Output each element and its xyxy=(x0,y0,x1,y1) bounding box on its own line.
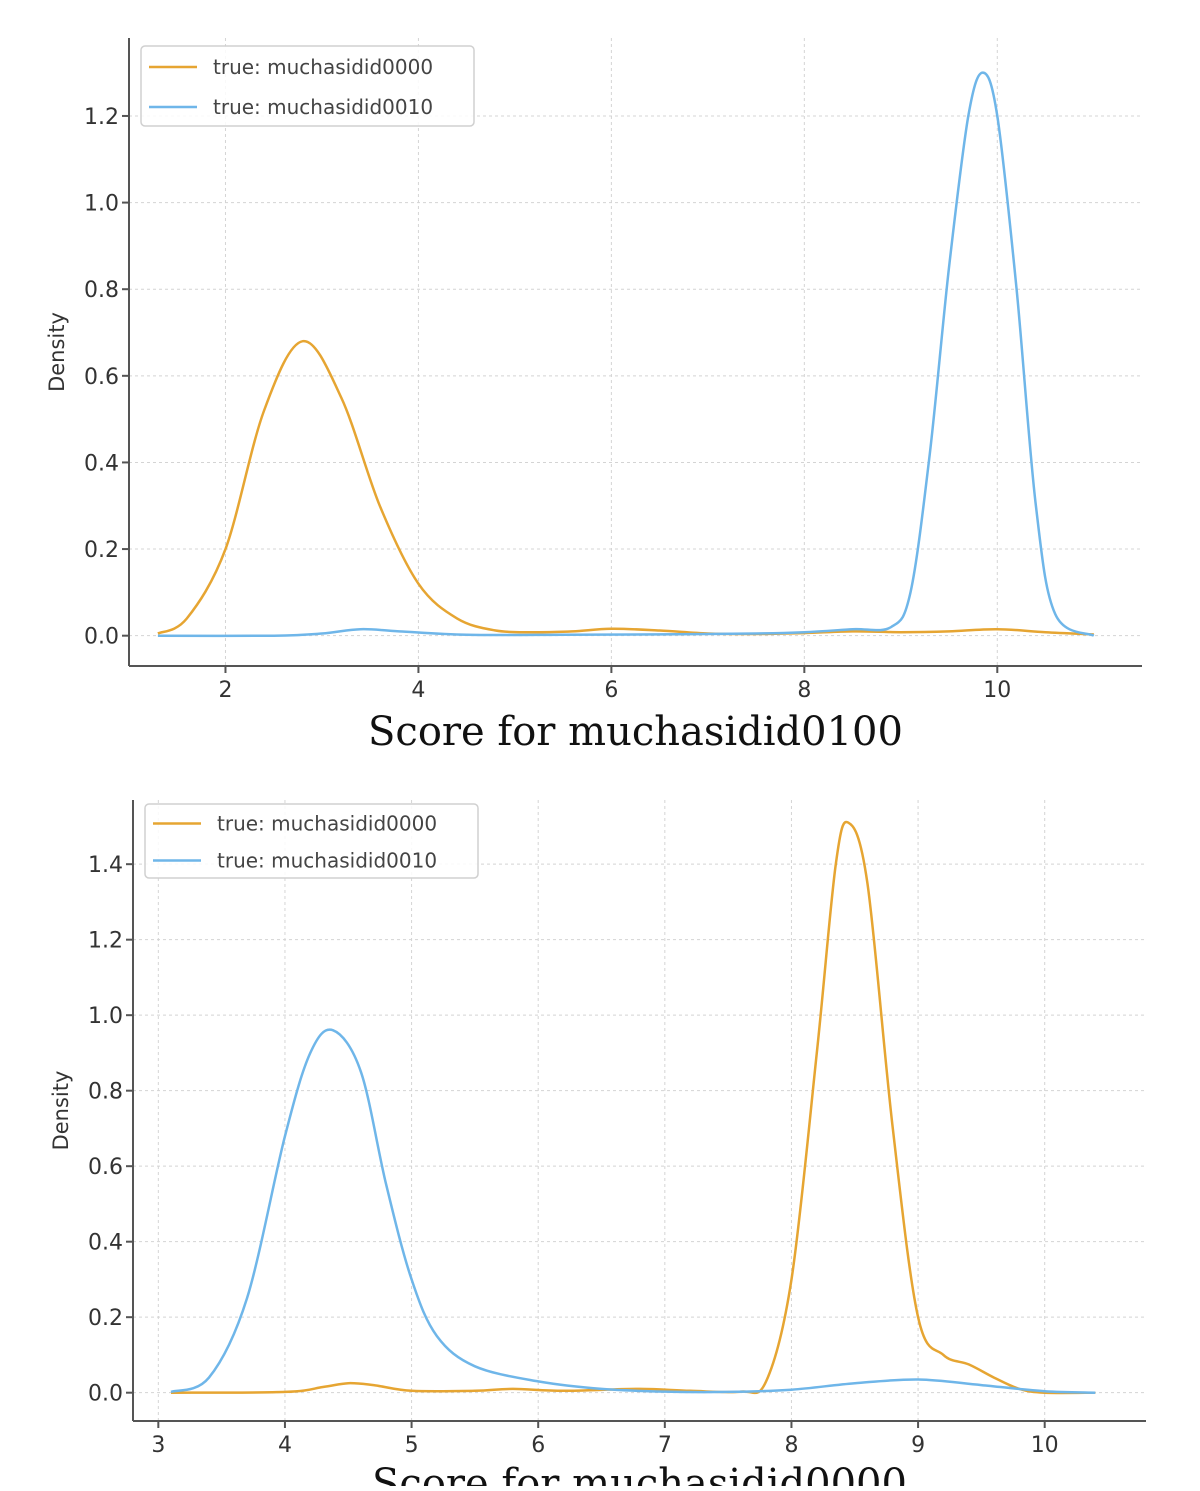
series-line-1 xyxy=(157,339,1094,636)
x-tick-label: 2 xyxy=(218,678,232,703)
y-axis-label: Density xyxy=(49,1071,73,1151)
x-tick-label: 3 xyxy=(151,1433,165,1458)
x-tick-label: 10 xyxy=(1031,1433,1059,1458)
x-axis-title: Score for muchasidid0000 xyxy=(372,1461,907,1486)
x-tick-label: 5 xyxy=(405,1433,419,1458)
y-tick-label: 0.6 xyxy=(88,1155,123,1180)
legend-label: true: muchasidid0010 xyxy=(217,849,437,873)
y-tick-label: 0.0 xyxy=(88,1382,123,1407)
x-tick-label: 8 xyxy=(784,1433,798,1458)
legend-box xyxy=(144,803,479,879)
y-tick-label: 1.4 xyxy=(88,853,123,878)
x-tick-label: 6 xyxy=(531,1433,545,1458)
y-tick-label: 0.2 xyxy=(84,538,119,563)
chart-bottom: 3 4 5 6 7 8 9 10 0.0 0.2 0.4 0.6 0.8 1.0 1.2 1.4 Density… xyxy=(49,800,1146,1491)
y-tick-label: 0.4 xyxy=(84,451,119,476)
y-tick-label: 0.0 xyxy=(84,625,119,650)
legend: true: muchasidid0000 true: muchasidid0010 xyxy=(144,803,479,879)
legend-label: true: muchasidid0000 xyxy=(217,812,437,836)
y-tick-label: 1.2 xyxy=(88,929,123,954)
y-axis-label: Density xyxy=(45,312,69,392)
x-axis-title: Score for muchasidid0100 xyxy=(368,709,903,755)
y-tick-label: 0.8 xyxy=(88,1080,123,1105)
x-tick-label: 6 xyxy=(604,678,618,703)
legend: true: muchasidid0000 true: muchasidid0010 xyxy=(140,45,475,127)
x-tick-label: 7 xyxy=(658,1433,672,1458)
x-tick-label: 4 xyxy=(278,1433,292,1458)
x-tick-label: 10 xyxy=(983,678,1011,703)
series-line-2 xyxy=(170,1028,1096,1394)
legend-label: true: muchasidid0010 xyxy=(213,95,433,119)
y-tick-label: 0.2 xyxy=(88,1306,123,1331)
y-tick-label: 0.4 xyxy=(88,1231,123,1256)
x-tick-label: 9 xyxy=(911,1433,925,1458)
x-tick-label: 4 xyxy=(411,678,425,703)
y-tick-label: 0.6 xyxy=(84,365,119,390)
y-tick-label: 1.2 xyxy=(84,105,119,130)
chart-top: 2 4 6 8 10 0.0 0.2 0.4 0.6 0.8 1.0 1.2 Density true: … xyxy=(45,38,1142,755)
legend-box xyxy=(140,45,475,127)
y-tick-label: 1.0 xyxy=(84,192,119,217)
legend-label: true: muchasidid0000 xyxy=(213,55,433,79)
series-line-1 xyxy=(170,820,1096,1395)
y-tick-label: 1.0 xyxy=(88,1004,123,1029)
x-tick-label: 8 xyxy=(797,678,811,703)
y-tick-label: 0.8 xyxy=(84,278,119,303)
series-line-2 xyxy=(157,71,1095,638)
